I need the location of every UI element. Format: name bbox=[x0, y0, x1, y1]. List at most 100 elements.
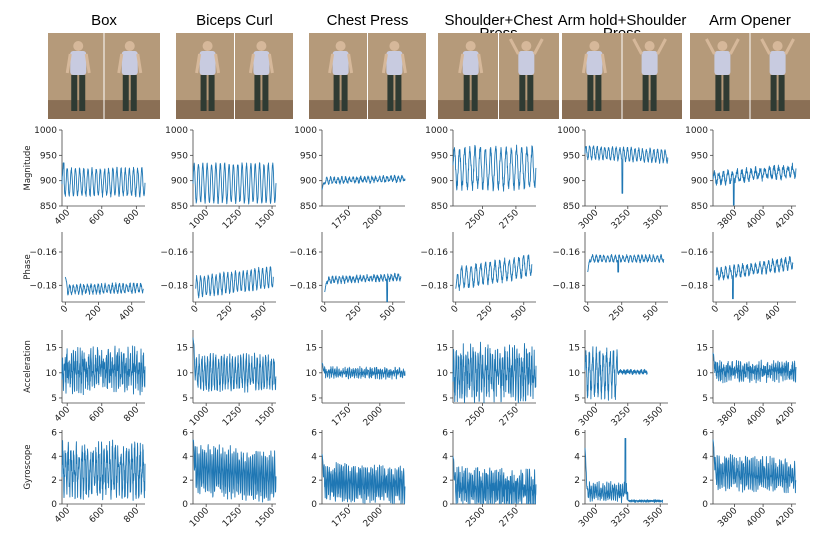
subplot-acceleration-2: 5 10 15 1750 2000 bbox=[306, 330, 406, 428]
y-tick-label: 15 bbox=[697, 344, 708, 354]
signal-line bbox=[452, 456, 537, 505]
x-tick-label: 800 bbox=[122, 208, 141, 227]
x-tick-label: 4200 bbox=[774, 506, 797, 529]
y-tick-label: −0.16 bbox=[160, 248, 188, 258]
x-tick-label: 4000 bbox=[745, 405, 768, 428]
y-tick-label: 2 bbox=[51, 476, 57, 486]
signal-line bbox=[712, 352, 797, 384]
y-tick-label: 950 bbox=[691, 151, 708, 161]
subplot-acceleration-0: 5 10 15 400 600 800 bbox=[46, 330, 146, 424]
y-tick-label: 0 bbox=[702, 500, 708, 510]
x-tick-label: 1750 bbox=[330, 506, 353, 529]
x-tick-label: 3250 bbox=[610, 208, 633, 231]
x-tick-label: 500 bbox=[379, 304, 398, 323]
y-tick-label: 2 bbox=[311, 476, 317, 486]
x-tick-label: 400 bbox=[763, 304, 782, 323]
y-tick-label: 0 bbox=[311, 500, 317, 510]
x-tick-label: 1000 bbox=[188, 506, 211, 529]
signal-line bbox=[195, 266, 274, 299]
y-tick-label: −0.18 bbox=[420, 281, 448, 291]
x-tick-label: 1250 bbox=[221, 506, 244, 529]
row-label: Gyroscope bbox=[23, 444, 33, 489]
subplot-gyroscope-1: 0 2 4 6 1000 1250 1500 bbox=[182, 428, 277, 529]
y-tick-label: 15 bbox=[569, 344, 580, 354]
signal-line bbox=[584, 346, 648, 401]
y-tick-label: 850 bbox=[563, 202, 580, 212]
y-tick-label: 5 bbox=[311, 394, 317, 404]
signal-line bbox=[452, 341, 537, 404]
x-tick-label: 600 bbox=[88, 405, 107, 424]
y-tick-label: 1000 bbox=[34, 126, 57, 136]
y-tick-label: 900 bbox=[563, 177, 580, 187]
signal-line bbox=[712, 439, 797, 494]
y-tick-label: 1000 bbox=[557, 126, 580, 136]
x-tick-label: 1500 bbox=[254, 506, 277, 529]
x-tick-label: 3000 bbox=[577, 405, 600, 428]
signal-line bbox=[321, 174, 406, 190]
signal-line bbox=[192, 162, 277, 205]
y-tick-label: 5 bbox=[702, 394, 708, 404]
y-tick-label: −0.16 bbox=[552, 248, 580, 258]
y-tick-label: 0 bbox=[182, 500, 188, 510]
exercise-photo: Person performing arm opener bbox=[690, 33, 810, 119]
subplot-phase-4: −0.18 −0.16 0 250 500 bbox=[552, 232, 668, 323]
y-tick-label: 1000 bbox=[294, 126, 317, 136]
y-tick-label: 950 bbox=[40, 151, 57, 161]
y-tick-label: −0.16 bbox=[420, 248, 448, 258]
y-tick-label: −0.16 bbox=[29, 248, 57, 258]
y-tick-label: 15 bbox=[437, 344, 448, 354]
x-tick-label: 200 bbox=[733, 304, 752, 323]
y-tick-label: −0.18 bbox=[552, 281, 580, 291]
subplot-magnitude-4: 850 900 950 1000 3000 3250 3500 bbox=[557, 126, 669, 231]
exercise-photo: Person performing shoulder and chest pre… bbox=[438, 33, 559, 119]
y-tick-label: −0.18 bbox=[29, 281, 57, 291]
subplot-acceleration-1: 5 10 15 1000 1250 1500 bbox=[177, 330, 277, 428]
subplot-acceleration-5: 5 10 15 3800 4000 4200 bbox=[697, 330, 797, 428]
y-tick-label: 1000 bbox=[165, 126, 188, 136]
signal-line bbox=[192, 439, 277, 503]
x-tick-label: 2500 bbox=[464, 506, 487, 529]
y-tick-label: 900 bbox=[691, 177, 708, 187]
y-tick-label: 950 bbox=[300, 151, 317, 161]
x-tick-label: 400 bbox=[53, 405, 72, 424]
x-tick-label: 3250 bbox=[610, 506, 633, 529]
y-tick-label: 10 bbox=[46, 369, 58, 379]
x-tick-label: 3250 bbox=[610, 405, 633, 428]
x-tick-label: 800 bbox=[122, 405, 141, 424]
y-tick-label: 5 bbox=[182, 394, 188, 404]
x-tick-label: 3000 bbox=[577, 506, 600, 529]
column-title: Box bbox=[91, 12, 117, 29]
x-tick-label: 2500 bbox=[464, 405, 487, 428]
subplot-magnitude-1: 850 900 950 1000 1000 1250 1500 bbox=[165, 126, 277, 231]
x-tick-label: 0 bbox=[319, 304, 330, 315]
subplot-phase-2: −0.18 −0.16 0 250 500 bbox=[289, 232, 405, 323]
row-label: Acceleration bbox=[23, 340, 33, 393]
y-tick-label: 6 bbox=[182, 428, 188, 438]
x-tick-label: 3500 bbox=[642, 405, 665, 428]
subplot-gyroscope-4: 0 2 4 6 3000 3250 3500 bbox=[574, 428, 668, 529]
y-tick-label: 0 bbox=[574, 500, 580, 510]
x-tick-label: 4200 bbox=[774, 208, 797, 231]
x-tick-label: 1250 bbox=[221, 208, 244, 231]
y-tick-label: 15 bbox=[177, 344, 188, 354]
x-tick-label: 3800 bbox=[716, 506, 739, 529]
y-tick-label: −0.18 bbox=[160, 281, 188, 291]
y-tick-label: 850 bbox=[171, 202, 188, 212]
y-tick-label: −0.16 bbox=[680, 248, 708, 258]
y-tick-label: 900 bbox=[431, 177, 448, 187]
y-tick-label: 10 bbox=[697, 369, 709, 379]
exercise-photo: Person performing biceps curl bbox=[176, 33, 293, 119]
column-title: Arm hold+Shoulder bbox=[558, 12, 687, 29]
y-tick-label: 10 bbox=[569, 369, 581, 379]
y-tick-label: 6 bbox=[702, 428, 708, 438]
exercise-photo: Person performing arm hold and shoulder … bbox=[562, 33, 682, 119]
y-tick-label: 850 bbox=[300, 202, 317, 212]
x-tick-label: 0 bbox=[190, 304, 201, 315]
x-tick-label: 250 bbox=[216, 304, 235, 323]
signal-line bbox=[584, 145, 669, 194]
subplot-gyroscope-3: 0 2 4 6 2500 2750 bbox=[442, 428, 537, 529]
x-tick-label: 1500 bbox=[254, 405, 277, 428]
exercise-photo: Person performing box exercise bbox=[48, 33, 160, 119]
y-tick-label: 4 bbox=[702, 452, 708, 462]
